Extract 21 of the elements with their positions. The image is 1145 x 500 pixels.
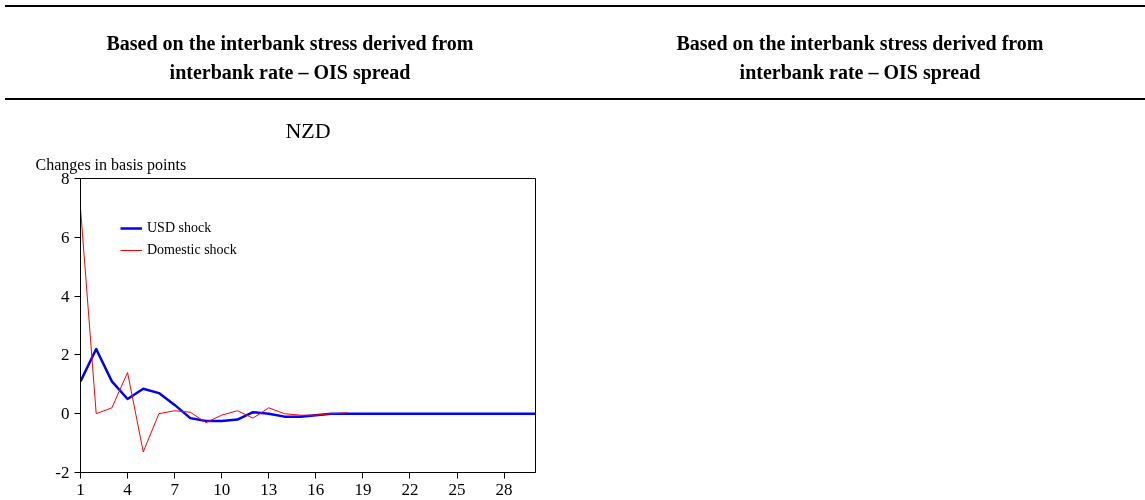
y-tick-label: 0: [61, 404, 70, 424]
text: Based on the interbank stress derived from interbank rate – OIS spread: [675, 31, 1045, 86]
x-tick-label: 16: [307, 479, 325, 499]
x-tick-label: 25: [448, 479, 466, 499]
legend-label: Domestic shock: [147, 242, 237, 258]
x-tick-label: 19: [354, 479, 372, 499]
line-series: [80, 347, 536, 423]
y-tick-label: 2: [61, 345, 70, 365]
x-tick-label: 13: [260, 479, 278, 499]
x-tick-label: 28: [495, 479, 513, 499]
x-tick-label: 10: [213, 479, 231, 499]
x-tick-label: 7: [170, 479, 180, 499]
chart-title: NZD: [285, 117, 331, 143]
y-tick-label: -2: [55, 463, 70, 482]
text: Based on the interbank stress derived from interbank rate – OIS spread: [105, 31, 475, 86]
y-tick-label: 4: [61, 286, 70, 306]
y-tick-label: 6: [61, 227, 70, 247]
legend-label: USD shock: [147, 220, 212, 236]
x-tick-label: 22: [401, 479, 419, 499]
x-tick-label: 4: [123, 479, 133, 499]
x-tick-label: 1: [76, 479, 85, 499]
